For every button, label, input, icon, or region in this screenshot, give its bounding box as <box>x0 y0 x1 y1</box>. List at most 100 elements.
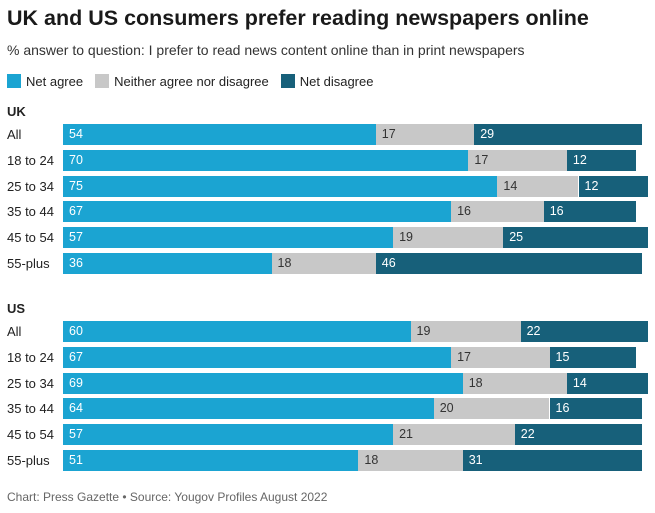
legend-item-net-disagree: Net disagree <box>280 73 374 89</box>
row-label-uk: 18 to 24 <box>7 152 54 168</box>
data-label-neither: 18 <box>468 375 483 390</box>
data-label-net-disagree: 16 <box>549 204 564 219</box>
row-label-us: 25 to 34 <box>7 375 54 391</box>
bar-segment-neither: 16 <box>451 201 544 223</box>
chart-source-footer: Chart: Press Gazette • Source: Yougov Pr… <box>7 490 328 504</box>
data-label-net-agree: 64 <box>69 401 83 416</box>
data-label-neither: 21 <box>399 427 413 442</box>
legend-swatch-net-agree <box>7 74 21 88</box>
chart-title: UK and US consumers prefer reading newsp… <box>7 6 589 30</box>
bar-segment-net-agree: 75 <box>63 175 498 197</box>
bar-segment-net-agree: 54 <box>63 124 376 145</box>
bar-segment-net-agree: 67 <box>63 346 452 368</box>
group-label-us: US <box>7 301 26 316</box>
bar-segment-neither: 19 <box>393 227 504 249</box>
data-label-neither: 19 <box>399 230 413 245</box>
legend-label-net-disagree: Net disagree <box>299 73 374 89</box>
data-label-net-agree: 69 <box>69 375 83 390</box>
legend-swatch-net-disagree <box>280 74 295 88</box>
bar-segment-neither: 19 <box>410 321 521 342</box>
data-label-net-disagree: 12 <box>572 152 587 167</box>
bar-row-uk: 75 14 12 <box>63 175 648 197</box>
row-label-uk: 25 to 34 <box>7 178 54 194</box>
bar-segment-net-disagree: 46 <box>375 253 643 274</box>
data-label-net-disagree: 46 <box>381 256 396 270</box>
bar-segment-neither: 18 <box>358 450 463 471</box>
bar-row-uk: 57 19 25 <box>63 227 648 249</box>
data-label-net-disagree: 15 <box>555 349 570 364</box>
data-label-net-agree: 57 <box>69 427 83 442</box>
data-label-net-disagree: 22 <box>526 324 541 338</box>
data-label-net-disagree: 25 <box>509 230 524 245</box>
group-label-uk: UK <box>7 104 26 119</box>
bar-segment-net-agree: 69 <box>63 372 463 394</box>
bar-segment-neither: 21 <box>393 424 515 446</box>
data-label-net-disagree: 12 <box>584 178 599 193</box>
data-label-neither: 14 <box>503 178 518 193</box>
bar-segment-neither: 17 <box>468 149 567 171</box>
data-label-neither: 18 <box>277 256 292 270</box>
bar-segment-net-disagree: 12 <box>578 175 648 197</box>
bar-segment-neither: 20 <box>433 398 550 420</box>
data-label-net-agree: 51 <box>69 453 83 467</box>
data-label-neither: 18 <box>364 453 379 467</box>
data-label-net-disagree: 31 <box>468 453 483 467</box>
row-label-us: 35 to 44 <box>7 401 54 417</box>
bar-segment-net-agree: 36 <box>63 253 272 274</box>
bar-segment-net-disagree: 25 <box>503 227 648 249</box>
legend: Net agree Neither agree nor disagree Net… <box>7 72 385 90</box>
bar-row-uk: 36 18 46 <box>63 253 648 274</box>
bar-segment-neither: 14 <box>497 175 579 197</box>
data-label-net-agree: 54 <box>69 127 83 141</box>
row-label-uk: All <box>7 127 22 142</box>
bar-segment-net-disagree: 12 <box>566 149 637 171</box>
chart-subtitle: % answer to question: I prefer to read n… <box>7 42 525 58</box>
legend-label-neither: Neither agree nor disagree <box>114 73 269 89</box>
row-label-us: 45 to 54 <box>7 427 54 443</box>
row-label-us: All <box>7 324 22 339</box>
bar-segment-neither: 17 <box>375 124 475 145</box>
data-label-net-agree: 75 <box>69 178 83 193</box>
data-label-neither: 16 <box>457 204 471 219</box>
bar-segment-net-agree: 64 <box>63 398 434 420</box>
bar-segment-net-agree: 51 <box>63 450 359 471</box>
bar-segment-net-disagree: 22 <box>520 321 648 342</box>
bar-segment-neither: 18 <box>271 253 376 274</box>
bar-segment-neither: 18 <box>462 372 567 394</box>
legend-item-neither: Neither agree nor disagree <box>95 74 269 89</box>
data-label-net-agree: 70 <box>69 152 83 167</box>
bar-row-uk: 54 17 29 <box>63 124 648 145</box>
bar-segment-neither: 17 <box>451 346 550 368</box>
bar-row-us: 69 18 14 <box>63 372 648 394</box>
bar-segment-net-disagree: 22 <box>514 424 643 446</box>
bar-row-us: 64 20 16 <box>63 398 648 420</box>
bar-row-us: 57 21 22 <box>63 424 648 446</box>
bar-segment-net-agree: 57 <box>63 424 394 446</box>
data-label-net-agree: 67 <box>69 349 83 364</box>
legend-item-net-agree: Net agree <box>7 74 83 89</box>
data-label-net-agree: 36 <box>69 256 83 270</box>
bar-segment-net-disagree: 16 <box>543 201 637 223</box>
bar-segment-net-disagree: 31 <box>462 450 643 471</box>
bar-segment-net-disagree: 16 <box>549 398 643 420</box>
bar-row-uk: 67 16 16 <box>63 201 648 223</box>
data-label-net-disagree: 14 <box>572 375 587 390</box>
data-label-neither: 19 <box>416 324 431 338</box>
data-label-net-disagree: 22 <box>520 427 535 442</box>
row-label-us: 55-plus <box>7 453 50 468</box>
bar-segment-net-agree: 57 <box>63 227 394 249</box>
bar-row-us: 67 17 15 <box>63 346 648 368</box>
bar-segment-net-agree: 60 <box>63 321 411 342</box>
bar-segment-net-agree: 70 <box>63 149 469 171</box>
data-label-net-disagree: 16 <box>555 401 570 416</box>
data-label-net-agree: 60 <box>69 324 83 338</box>
row-label-uk: 55-plus <box>7 256 50 271</box>
legend-swatch-neither <box>95 74 110 88</box>
data-label-neither: 17 <box>381 127 396 141</box>
legend-label-net-agree: Net agree <box>26 73 84 89</box>
bar-row-us: 51 18 31 <box>63 450 648 471</box>
data-label-net-disagree: 29 <box>480 127 495 141</box>
data-label-net-agree: 67 <box>69 204 83 219</box>
bar-segment-net-agree: 67 <box>63 201 452 223</box>
bar-segment-net-disagree: 29 <box>474 124 643 145</box>
